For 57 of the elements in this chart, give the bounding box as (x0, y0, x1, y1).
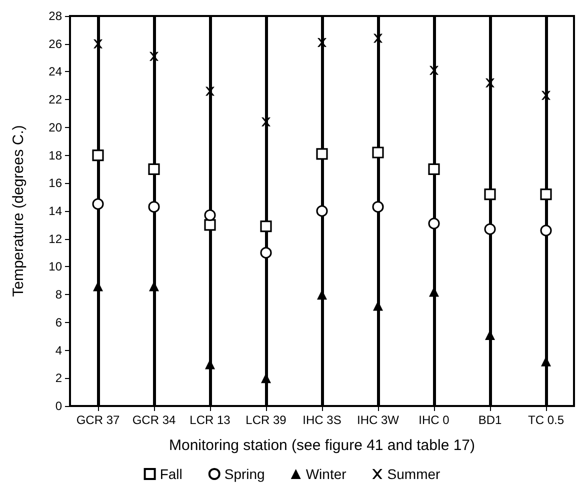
legend-label: Winter (306, 466, 347, 482)
point (540, 224, 552, 236)
point (428, 218, 440, 230)
legend-label: Fall (160, 466, 182, 482)
point (428, 163, 440, 176)
x-tick-label: LCR 39 (246, 413, 287, 427)
y-tick-label: 12 (48, 232, 62, 246)
point (316, 148, 328, 160)
point (486, 78, 494, 88)
x-tick-label: IHC 3S (302, 413, 342, 427)
y-tick-label: 4 (55, 343, 62, 358)
point (316, 205, 328, 217)
y-tick-label: 2 (55, 371, 62, 386)
y-tick-label: 10 (48, 260, 62, 274)
y-axis-title: Temperature (degrees C.) (10, 125, 27, 297)
point (94, 39, 102, 48)
y-tick-label: 14 (48, 204, 62, 218)
y-tick-label: 8 (55, 288, 62, 302)
x-tick-label: GCR 37 (76, 413, 120, 427)
y-tick-label: 20 (48, 120, 62, 134)
point (372, 146, 384, 158)
x-tick-label: TC 0.5 (528, 413, 564, 427)
y-tick-label: 0 (55, 399, 62, 413)
x-tick-label: BD1 (478, 413, 502, 427)
point (540, 188, 552, 200)
point (150, 52, 158, 61)
y-tick-label: 6 (55, 315, 62, 330)
point (374, 34, 382, 43)
y-tick-label: 22 (48, 92, 62, 107)
point (206, 86, 214, 96)
y-tick-label: 16 (48, 176, 62, 190)
point (204, 219, 216, 231)
point (262, 117, 270, 126)
point (318, 38, 326, 47)
point (430, 66, 438, 75)
y-tick-label: 26 (48, 36, 62, 51)
x-tick-label: LCR 13 (190, 413, 231, 427)
x-tick-label: IHC 3W (357, 413, 400, 427)
y-tick-label: 24 (48, 64, 62, 79)
point (148, 201, 160, 213)
legend-label: Summer (387, 466, 441, 482)
y-tick-label: 28 (48, 9, 62, 23)
y-tick-label: 18 (48, 148, 62, 162)
point (372, 201, 384, 213)
point (484, 223, 496, 235)
point (92, 198, 104, 210)
point (260, 220, 272, 232)
point (204, 209, 216, 221)
point (484, 188, 496, 200)
point (148, 163, 160, 176)
point (542, 90, 550, 100)
x-axis-title: Monitoring station (see figure 41 and table 17) (168, 437, 476, 454)
x-tick-label: IHC 0 (418, 413, 450, 427)
legend-label: Spring (224, 466, 265, 482)
point (260, 246, 272, 259)
point (92, 149, 104, 162)
x-tick-label: GCR 34 (132, 413, 176, 427)
